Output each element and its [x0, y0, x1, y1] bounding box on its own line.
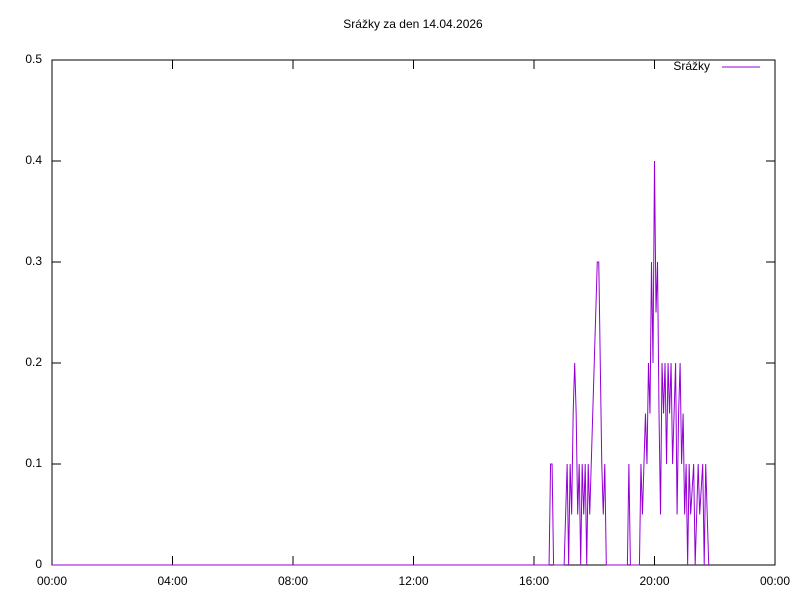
y-tick-label: 0	[35, 557, 42, 571]
x-tick-label: 00:00	[760, 574, 790, 588]
y-tick-label: 0.3	[25, 254, 42, 268]
chart-title: Srážky za den 14.04.2026	[343, 17, 483, 31]
x-tick-label: 00:00	[37, 574, 67, 588]
x-tick-label: 08:00	[278, 574, 308, 588]
x-tick-label: 20:00	[639, 574, 669, 588]
y-tick-label: 0.4	[25, 153, 42, 167]
legend-label: Srážky	[673, 59, 710, 73]
x-tick-label: 12:00	[398, 574, 428, 588]
y-tick-label: 0.1	[25, 456, 42, 470]
y-tick-label: 0.2	[25, 355, 42, 369]
y-tick-label: 0.5	[25, 52, 42, 66]
x-tick-label: 04:00	[157, 574, 187, 588]
data-line	[52, 160, 710, 566]
x-tick-label: 16:00	[519, 574, 549, 588]
